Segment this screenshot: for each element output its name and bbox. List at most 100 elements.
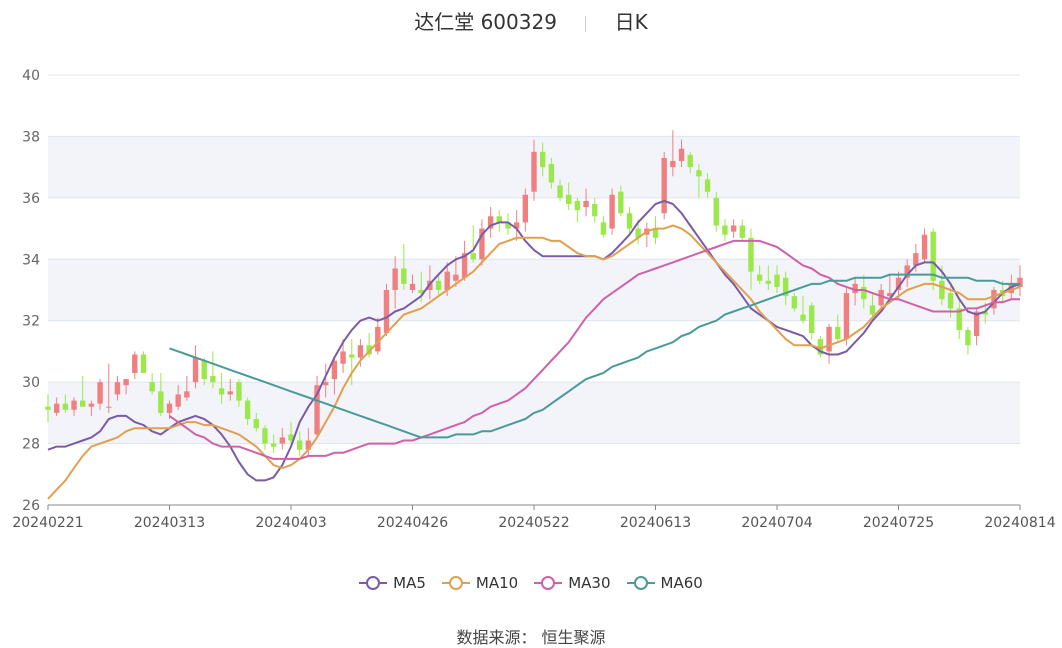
candle-body — [218, 388, 225, 395]
candle-body — [913, 253, 919, 266]
candle-body — [869, 305, 876, 315]
candle-body — [522, 194, 529, 223]
legend-swatch — [359, 576, 388, 590]
candle-body — [609, 194, 615, 229]
y-tick-label: 28 — [22, 437, 40, 453]
x-tick-label: 20240522 — [498, 515, 569, 531]
legend-swatch — [626, 576, 655, 590]
candle-body — [349, 354, 355, 358]
candle-body — [88, 403, 95, 407]
candle-body — [904, 265, 910, 278]
candle-body — [557, 185, 563, 198]
candle-body — [756, 274, 763, 281]
candle-body — [288, 434, 294, 441]
candle-body — [435, 280, 442, 290]
candle-body — [592, 204, 598, 217]
candle-body — [140, 354, 147, 373]
candle-body — [270, 443, 277, 447]
candle-body — [991, 290, 997, 309]
candle-body — [678, 148, 685, 161]
candle-body — [496, 216, 502, 223]
legend-item-ma60[interactable]: MA60 — [626, 574, 703, 592]
candle-body — [444, 271, 450, 290]
candle-body — [114, 382, 121, 395]
legend-label: MA30 — [568, 574, 611, 592]
y-tick-label: 40 — [22, 68, 40, 84]
candle-body — [505, 222, 511, 229]
candle-body — [531, 151, 537, 192]
candle-body — [279, 437, 286, 444]
candle-body — [652, 228, 659, 238]
candle-body — [132, 354, 138, 373]
candle-body — [479, 228, 485, 260]
period-label: 日K — [614, 10, 648, 34]
candle-body — [470, 253, 476, 260]
candle-body — [166, 403, 173, 413]
candle-body — [817, 339, 824, 355]
candle-body — [939, 280, 945, 300]
candle-body — [1017, 277, 1023, 287]
candle-body — [852, 283, 858, 294]
candle-body — [687, 154, 693, 168]
candle-body — [921, 234, 928, 260]
candle-body — [895, 277, 902, 290]
candle-body — [314, 385, 320, 435]
y-tick-label: 30 — [22, 375, 40, 391]
candle-body — [730, 225, 737, 232]
candle-body — [453, 274, 459, 281]
legend-swatch — [534, 576, 563, 590]
candle-body — [809, 305, 815, 333]
candle-body — [418, 290, 424, 294]
candle-body — [323, 382, 329, 386]
candle-body — [947, 293, 954, 309]
candle-body — [253, 419, 259, 429]
candle-body — [192, 357, 199, 383]
x-tick-label: 20240704 — [741, 515, 812, 531]
candle-body — [670, 161, 676, 168]
candle-body — [409, 283, 416, 290]
candle-body — [401, 268, 407, 284]
candle-body — [236, 382, 242, 401]
candle-body — [158, 391, 164, 413]
candle-body — [835, 326, 841, 340]
x-tick-label: 20240725 — [863, 515, 934, 531]
candle-body — [713, 197, 719, 226]
candle-body — [566, 194, 572, 204]
candle-body — [878, 290, 884, 306]
candle-body — [461, 253, 468, 278]
y-tick-label: 32 — [22, 314, 40, 330]
candle-body — [392, 268, 398, 290]
candle-body — [748, 237, 754, 272]
source-label: 数据来源： — [456, 628, 537, 647]
candle-body — [45, 406, 51, 410]
series-line-ma30 — [168, 239, 1020, 460]
candle-body — [548, 164, 555, 183]
title-separator — [585, 15, 587, 32]
candle-body — [887, 293, 893, 297]
candle-body — [774, 274, 780, 287]
legend-item-ma10[interactable]: MA10 — [441, 574, 518, 592]
candle-body — [71, 400, 77, 410]
candle-body — [62, 403, 69, 410]
y-tick-label: 34 — [22, 252, 40, 268]
chart-title: 达仁堂 600329 日K — [0, 6, 1062, 35]
chart-legend: MA5 MA10 MA30 MA60 — [0, 574, 1062, 595]
candle-body — [305, 440, 312, 450]
x-tick-label: 20240221 — [12, 515, 83, 531]
candle-body — [244, 400, 251, 419]
candle-body — [539, 151, 546, 168]
candle-body — [600, 222, 607, 235]
candle-body — [184, 391, 190, 398]
candle-body — [626, 213, 633, 229]
stock-name: 达仁堂 — [414, 10, 475, 34]
candle-body — [123, 379, 129, 386]
series-line-ma60 — [169, 273, 1020, 439]
legend-item-ma5[interactable]: MA5 — [359, 574, 426, 592]
candle-body — [331, 360, 338, 380]
candle-body — [574, 200, 581, 211]
series-line-ma5 — [47, 199, 1021, 482]
candle-body — [513, 222, 520, 229]
candle-body — [661, 157, 667, 214]
candle-body — [210, 376, 216, 383]
legend-item-ma30[interactable]: MA30 — [534, 574, 611, 592]
